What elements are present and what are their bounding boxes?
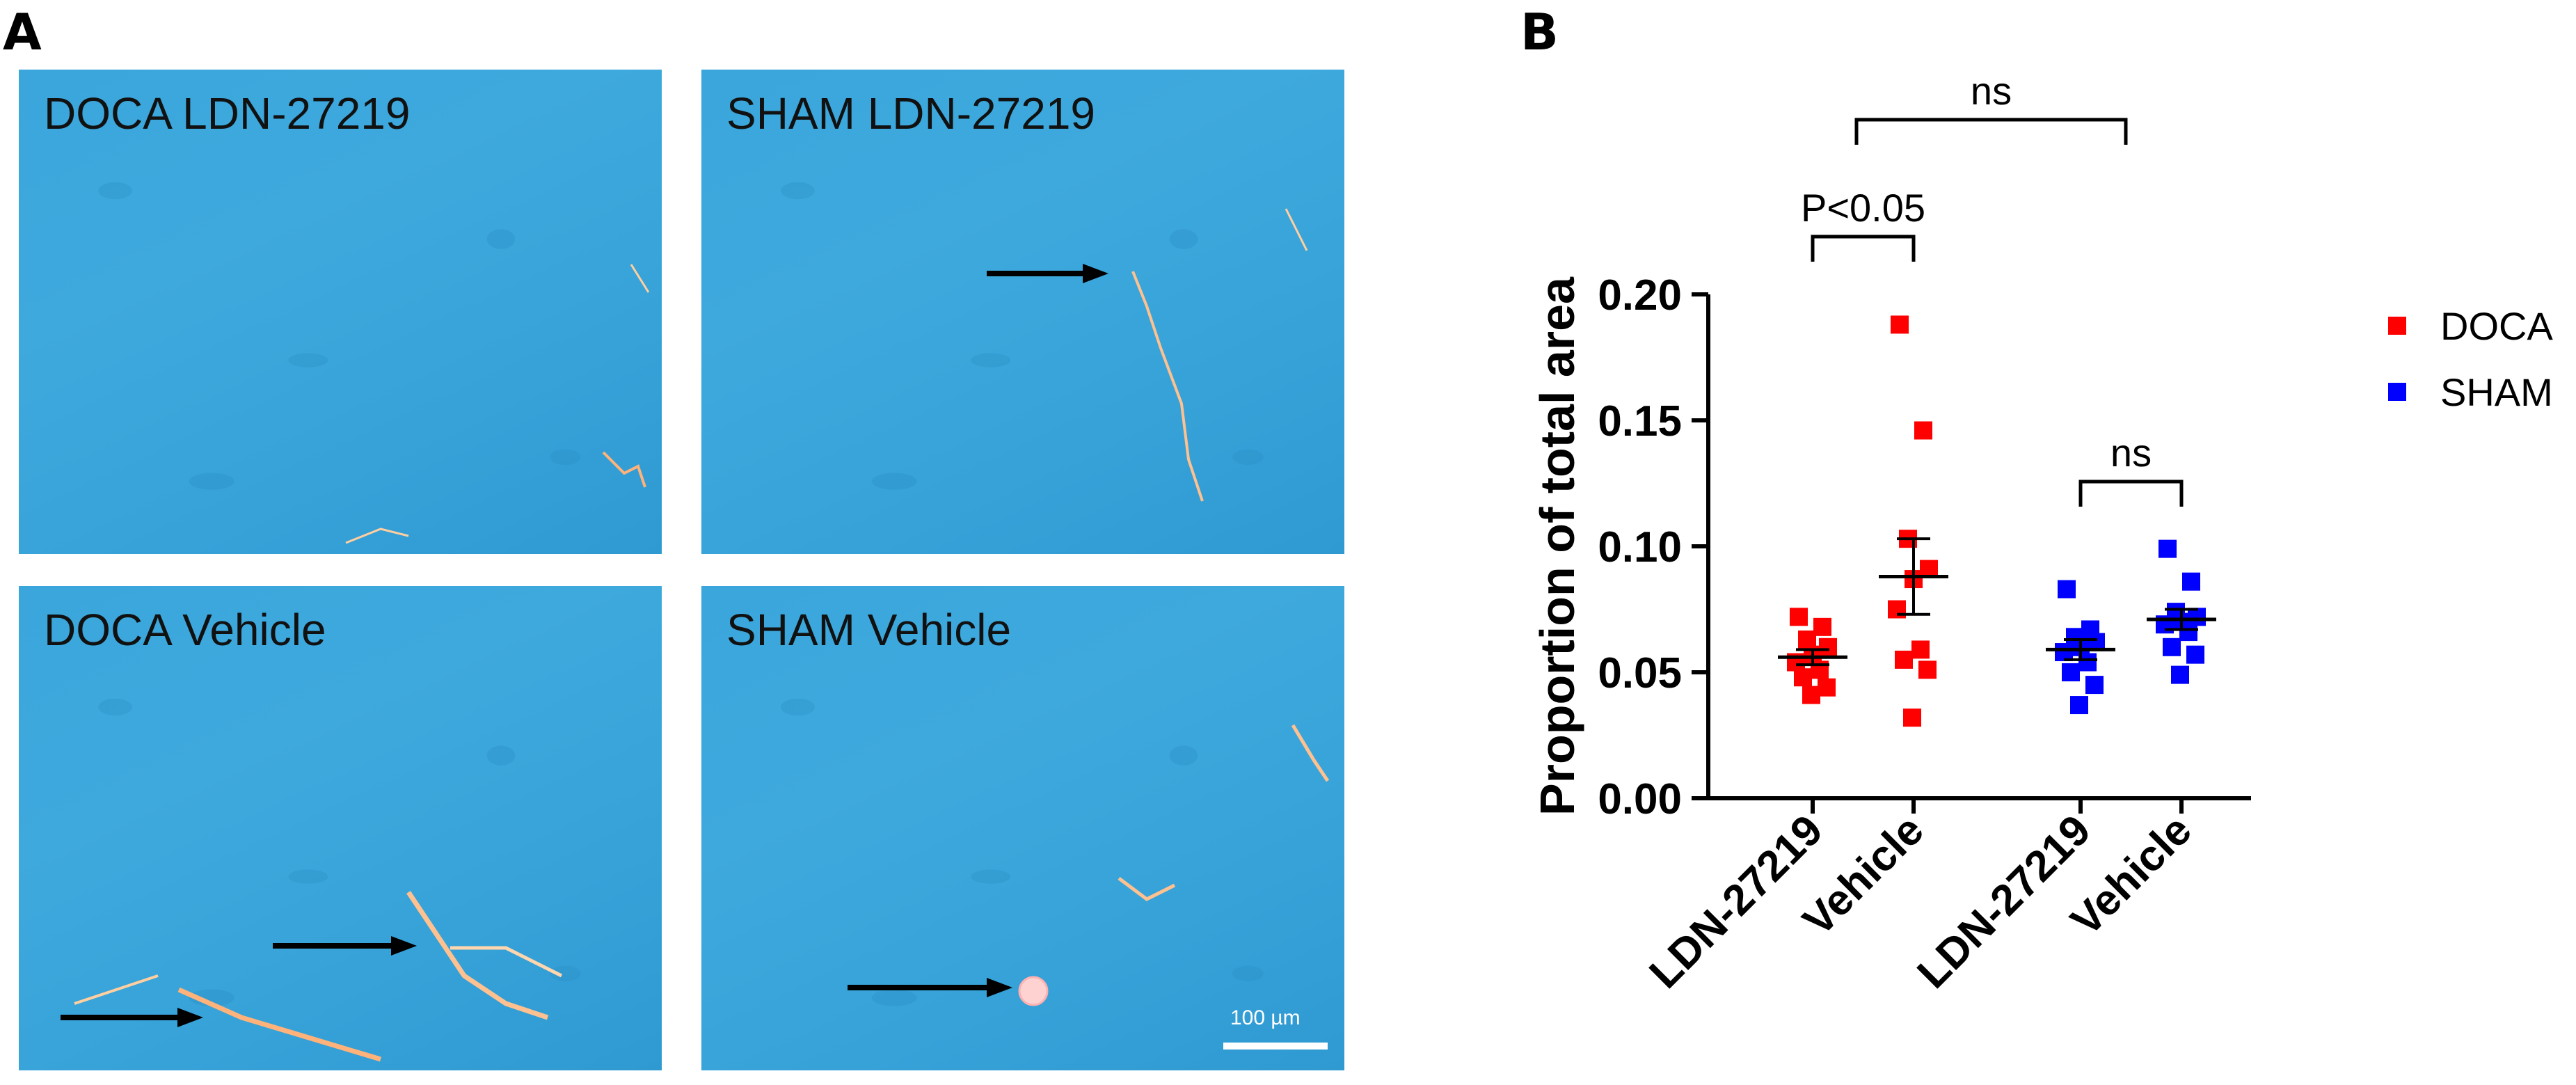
stained-cell bbox=[1018, 976, 1049, 1006]
data-point-doca bbox=[1802, 686, 1820, 704]
data-point-doca bbox=[1903, 708, 1921, 727]
data-point-sham bbox=[2163, 637, 2181, 656]
micrograph-label: DOCA Vehicle bbox=[44, 605, 326, 655]
arrow-head-icon bbox=[1083, 264, 1108, 283]
data-point-sham bbox=[2055, 643, 2073, 662]
arrow-head-icon bbox=[391, 936, 417, 956]
data-point-sham bbox=[2188, 608, 2206, 626]
y-tick-label: 0.20 bbox=[1598, 271, 1682, 319]
data-point-sham bbox=[2186, 645, 2204, 664]
data-point-sham bbox=[2058, 580, 2076, 599]
micrograph-label: DOCA LDN-27219 bbox=[44, 88, 411, 138]
significance-label: ns bbox=[2110, 431, 2152, 475]
panel-a-letter: A bbox=[3, 3, 42, 61]
data-point-doca bbox=[1891, 315, 1909, 334]
scale-bar-label: 100 µm bbox=[1230, 1006, 1301, 1029]
arrow-head-icon bbox=[177, 1008, 203, 1027]
micrograph-sham-vehicle: SHAM Vehicle 100 µm bbox=[701, 586, 1344, 1070]
data-point-doca bbox=[1790, 608, 1808, 626]
data-point-doca bbox=[1818, 678, 1836, 697]
y-tick-label: 0.15 bbox=[1598, 397, 1682, 445]
legend-label: DOCA bbox=[2440, 304, 2553, 348]
fibrosis-stain-overlay bbox=[61, 891, 563, 1062]
y-tick-label: 0.05 bbox=[1598, 649, 1682, 697]
micrograph-label: SHAM LDN-27219 bbox=[726, 88, 1095, 138]
data-point-doca bbox=[1918, 660, 1937, 679]
legend-marker bbox=[2388, 383, 2406, 401]
fibrosis-stain-overlay bbox=[987, 208, 1308, 502]
data-point-doca bbox=[1813, 617, 1831, 636]
micrograph-doca-ldn: DOCA LDN-27219 bbox=[19, 70, 662, 554]
data-point-doca bbox=[1911, 640, 1930, 659]
data-point-doca bbox=[1794, 668, 1812, 687]
data-point-doca bbox=[1819, 637, 1837, 656]
micrograph-doca-vehicle: DOCA Vehicle bbox=[19, 586, 662, 1070]
significance-bracket bbox=[1854, 118, 2128, 145]
y-tick-label: 0.00 bbox=[1598, 775, 1682, 823]
micrograph-label: SHAM Vehicle bbox=[726, 605, 1012, 655]
significance-label: ns bbox=[1971, 69, 2012, 113]
data-point-sham bbox=[2182, 572, 2200, 591]
legend-marker bbox=[2388, 317, 2406, 335]
y-axis-label: Proportion of total area bbox=[1530, 276, 1584, 816]
significance-bracket bbox=[2078, 480, 2184, 507]
data-point-sham bbox=[2085, 676, 2104, 695]
data-point-doca bbox=[1895, 650, 1913, 669]
data-point-sham bbox=[2062, 663, 2080, 681]
significance-label: P<0.05 bbox=[1801, 186, 1925, 230]
data-point-doca bbox=[1914, 421, 1932, 440]
fibrosis-stain-overlay bbox=[345, 264, 650, 544]
y-tick-label: 0.10 bbox=[1598, 523, 1682, 571]
data-point-sham bbox=[2070, 696, 2088, 715]
micrograph-sham-ldn: SHAM LDN-27219 bbox=[701, 70, 1344, 554]
panel-b-letter: B bbox=[1520, 3, 1559, 61]
data-point-sham bbox=[2158, 539, 2177, 558]
legend-label: SHAM bbox=[2440, 370, 2553, 414]
significance-bracket bbox=[1811, 235, 1916, 262]
data-point-doca bbox=[1798, 630, 1816, 649]
scale-bar bbox=[1223, 1043, 1328, 1050]
data-point-sham bbox=[2171, 665, 2189, 684]
arrow-head-icon bbox=[987, 978, 1012, 997]
fibrosis-stain-overlay bbox=[848, 724, 1330, 1050]
